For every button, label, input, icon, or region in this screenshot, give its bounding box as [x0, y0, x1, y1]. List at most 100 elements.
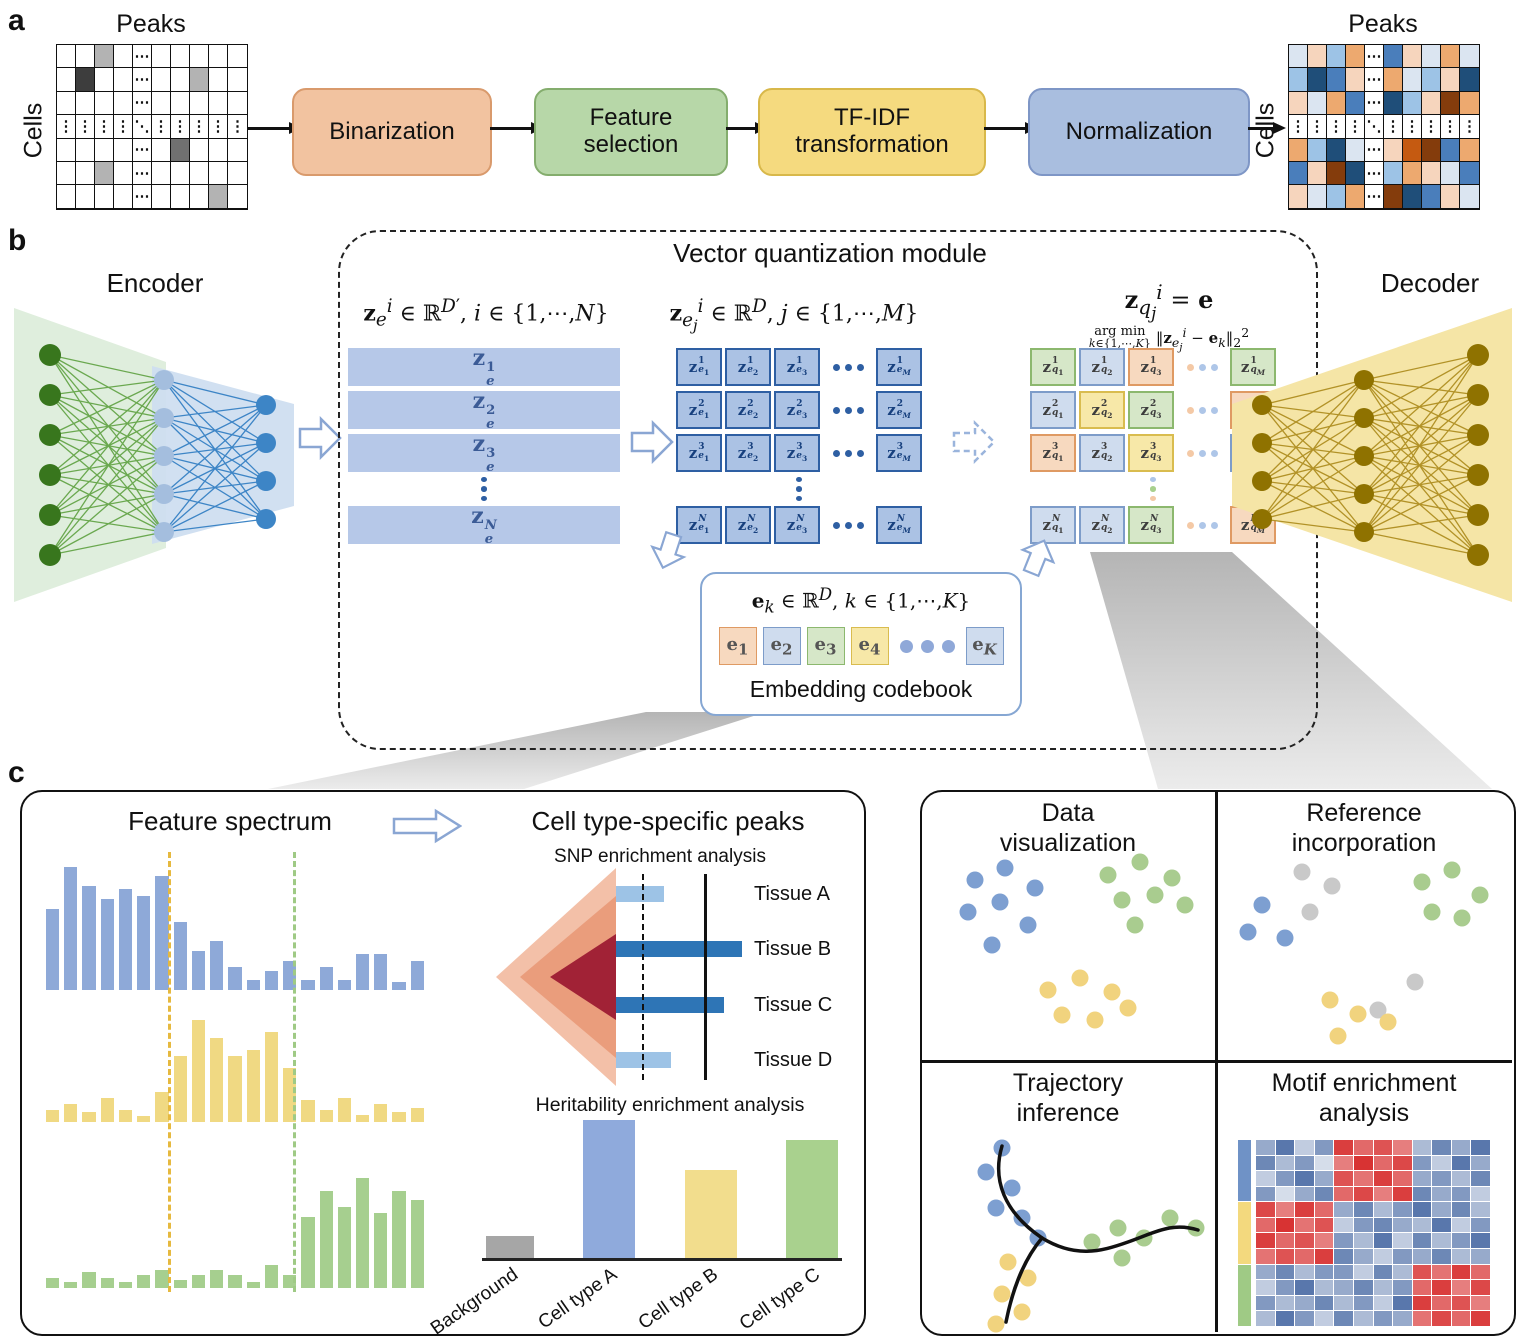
matrix-cell: ⋮ — [1460, 115, 1479, 139]
matrix-cell: ⋮ — [190, 115, 209, 139]
snp-bar-chart — [616, 886, 742, 1068]
matrix-cell — [1460, 68, 1479, 92]
quantized-latent-cell: z 2 q3 — [1128, 391, 1174, 429]
spectrum-bar — [410, 961, 424, 990]
heatmap-cell — [1451, 1295, 1471, 1311]
heatmap-cell — [1314, 1171, 1334, 1186]
matrix-cell: ⋮ — [114, 115, 133, 139]
spectrum-bar — [283, 961, 297, 990]
matrix-cell — [1422, 185, 1441, 209]
heatmap-cell — [1275, 1155, 1295, 1171]
heatmap-cell — [1295, 1186, 1314, 1202]
matrix-cell — [1289, 91, 1308, 116]
heatmap-cell — [1256, 1249, 1275, 1264]
matrix-cell — [1460, 185, 1479, 209]
matrix-cell: ⋮ — [209, 115, 228, 139]
spectrum-bar — [355, 1177, 370, 1288]
panel-label-a: a — [8, 4, 25, 37]
spectrum-bar — [228, 1275, 242, 1288]
matrix-cell — [1289, 161, 1308, 186]
matrix-cell — [171, 185, 190, 209]
matrix-cell — [95, 68, 114, 92]
codebook-entry: e1 — [718, 627, 757, 666]
ellipsis-horizontal-icon — [823, 449, 873, 457]
arrow-split-latent — [630, 420, 674, 464]
heritability-axis — [482, 1258, 842, 1261]
ellipsis-horizontal-icon — [1177, 406, 1227, 414]
heatmap-cell — [1373, 1264, 1393, 1280]
matrix-cell: ⋯ — [133, 68, 152, 92]
matrix-cell — [171, 138, 190, 162]
heatmap-cell — [1295, 1217, 1314, 1233]
decoder-label: Decoder — [1380, 268, 1480, 298]
heatmap-cell — [1451, 1249, 1471, 1264]
matrix-cell: ⋮ — [1384, 115, 1403, 139]
heatmap-cell — [1393, 1249, 1412, 1264]
spectrum-bar — [191, 1275, 206, 1288]
heatmap-cell — [1432, 1264, 1451, 1280]
heatmap-cell — [1314, 1186, 1334, 1202]
matrix-cell — [1441, 68, 1460, 92]
heatmap-cell — [1295, 1155, 1314, 1171]
heatmap-cell — [1451, 1171, 1471, 1186]
heatmap-cell — [1471, 1155, 1490, 1171]
snp-bar — [616, 996, 724, 1013]
heatmap-cell — [1275, 1233, 1295, 1249]
matrix-cell — [171, 45, 190, 69]
matrix-cell — [114, 138, 133, 162]
heatmap-cell — [1314, 1140, 1334, 1155]
spectrum-bar — [392, 1190, 406, 1288]
heatmap-cell — [1334, 1202, 1353, 1217]
spectrum-chart-green — [46, 1158, 424, 1288]
heatmap-cell — [1471, 1171, 1490, 1186]
quantized-latent-row: z 1 q1 z 1 q2 z 1 q3 z 1 qM — [1030, 348, 1276, 386]
input-cells-peaks-matrix: ⋯ ⋯ ⋯ ⋮ ⋮ ⋮ ⋮ ⋱ ⋮ ⋮ ⋮ ⋮ ⋮ ⋯ ⋯ ⋯ — [56, 44, 248, 210]
heatmap-cell — [1334, 1295, 1353, 1311]
matrix-cell — [228, 45, 247, 69]
spectrum-bar — [137, 1116, 151, 1122]
matrix-cell — [114, 45, 133, 69]
heatmap-cell — [1373, 1311, 1393, 1326]
matrix-cell — [1384, 45, 1403, 69]
arrow-feature-to-tfidf — [726, 122, 768, 134]
heritability-bar — [583, 1120, 636, 1258]
heatmap-cell — [1353, 1280, 1373, 1295]
quantized-latent-cell: z 1 qM — [1230, 348, 1276, 386]
spectrum-bar — [283, 1275, 297, 1288]
segmented-latent-cell: z 3 e1 — [676, 434, 722, 472]
spectrum-bar — [137, 896, 151, 990]
heatmap-cell — [1275, 1280, 1295, 1295]
heatmap-cell — [1353, 1311, 1373, 1326]
heatmap-cell — [1353, 1295, 1373, 1311]
matrix-cell — [57, 138, 76, 162]
spectrum-bar — [100, 899, 114, 990]
spectrum-bar — [191, 951, 206, 990]
heatmap-cell — [1432, 1202, 1451, 1217]
segmented-latent-cell: z 3 e2 — [725, 434, 771, 472]
matrix-cell: ⋮ — [1346, 115, 1365, 139]
heatmap-cell — [1471, 1295, 1490, 1311]
arrow-matrix-to-binarization — [248, 122, 302, 134]
heatmap-cell — [1432, 1233, 1451, 1249]
heatmap-cell — [1471, 1217, 1490, 1233]
spectrum-bar — [64, 866, 78, 990]
matrix-cell — [57, 161, 76, 186]
matrix-cell — [1346, 161, 1365, 186]
spectrum-bar — [301, 1100, 315, 1122]
spectrum-bar — [64, 1104, 78, 1122]
heatmap-cell — [1373, 1140, 1393, 1155]
heatmap-cell — [1471, 1202, 1490, 1217]
heatmap-cell — [1295, 1280, 1314, 1295]
segmented-latent-row: z 2 e1 z 2 e2 z 2 e3 z 2 eM — [676, 391, 922, 429]
heatmap-cell — [1295, 1202, 1314, 1217]
arrow-normalization-to-matrix — [1248, 122, 1286, 134]
matrix-cell — [1403, 138, 1422, 162]
arrow-binarization-to-feature — [490, 122, 544, 134]
matrix-cell — [1460, 161, 1479, 186]
matrix-cell — [228, 161, 247, 186]
